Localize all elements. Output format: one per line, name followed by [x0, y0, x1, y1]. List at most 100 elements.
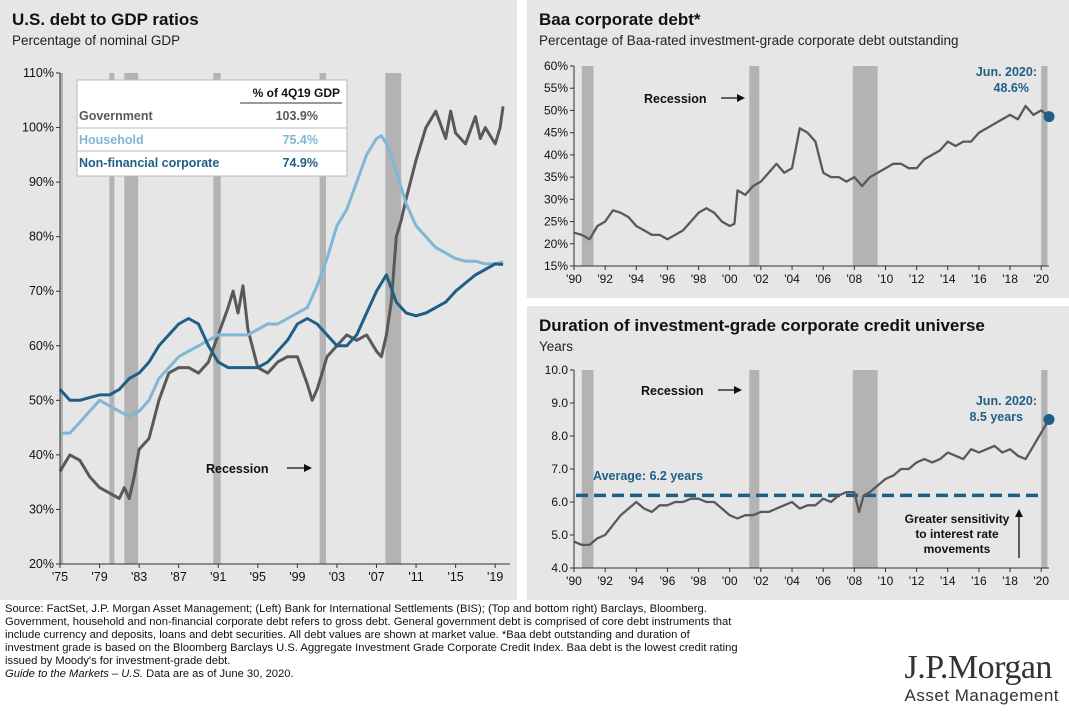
y-tick-label: 20%: [29, 557, 54, 571]
x-tick-label: '18: [1002, 574, 1018, 588]
footnotes: Source: FactSet, J.P. Morgan Asset Manag…: [5, 603, 865, 681]
recession-bar: [124, 73, 139, 564]
x-tick-label: '90: [566, 574, 582, 588]
footnote-line: Guide to the Markets – U.S. Data are as …: [5, 668, 865, 681]
y-tick-label: 45%: [544, 126, 568, 140]
y-tick-label: 4.0: [551, 561, 568, 575]
footnote-line: Source: FactSet, J.P. Morgan Asset Manag…: [5, 603, 707, 615]
x-tick-label: '10: [878, 272, 894, 286]
y-tick-label: 60%: [29, 339, 54, 353]
duration-panel: Duration of investment-grade corporate c…: [527, 306, 1069, 600]
baa-panel: Baa corporate debt* Percentage of Baa-ra…: [527, 0, 1069, 298]
x-tick-label: '98: [691, 574, 707, 588]
y-tick-label: 20%: [544, 237, 568, 251]
series-line-government: [58, 106, 505, 500]
recession-bar: [1041, 370, 1048, 568]
recession-bar: [385, 73, 402, 564]
debt-to-gdp-panel: U.S. debt to GDP ratios Percentage of no…: [0, 0, 517, 600]
duration-chart: 4.0 5.0 6.0 7.0 8.0 9.0 10.0 '90 '92 '94 '96 '98 '00…: [545, 363, 1055, 588]
y-tick-label: 15%: [544, 259, 568, 273]
footnote-line: investment grade is based on the Bloombe…: [5, 642, 738, 654]
x-tick-label: '03: [329, 570, 345, 584]
jpmorgan-logo: J.P.Morgan Asset Management: [905, 650, 1059, 706]
x-tick-label: '90: [566, 272, 582, 286]
x-tick-label: '10: [878, 574, 894, 588]
x-tick-label: '02: [753, 272, 769, 286]
debt-to-gdp-chart: 20% 30% 40% 50% 60% 70% 80% 90% 100% 110% '75 '79 '8…: [22, 66, 510, 584]
y-tick-label: 9.0: [551, 396, 568, 410]
recession-bar: [749, 370, 760, 568]
y-tick-label: 35%: [544, 170, 568, 184]
y-tick-label: 90%: [29, 175, 54, 189]
duration-recession-arrow-icon: [734, 386, 742, 394]
y-tick-label: 30%: [544, 192, 568, 206]
sensitivity-line2: to interest rate: [915, 527, 999, 541]
x-tick-label: '02: [753, 574, 769, 588]
footnote-line: Government, household and non-financial …: [5, 616, 732, 628]
x-tick-label: '16: [971, 272, 987, 286]
left-recession-arrow-icon: [304, 464, 312, 472]
x-tick-label: '94: [628, 574, 644, 588]
y-tick-label: 5.0: [551, 528, 568, 542]
x-tick-label: '94: [628, 272, 644, 286]
x-tick-label: '99: [289, 570, 305, 584]
recession-bar: [319, 73, 327, 564]
x-tick-label: '92: [597, 574, 613, 588]
x-tick-label: '20: [1033, 272, 1049, 286]
x-tick-label: '14: [940, 272, 956, 286]
legend-government-value: 103.9%: [276, 109, 318, 123]
baa-subtitle: Percentage of Baa-rated investment-grade…: [539, 33, 959, 48]
series-line-baa: [573, 104, 1050, 241]
x-tick-label: '11: [408, 570, 423, 584]
recession-bar: [852, 66, 878, 266]
duration-title: Duration of investment-grade corporate c…: [539, 316, 985, 335]
x-tick-label: '12: [909, 574, 925, 588]
recession-bar: [581, 370, 594, 568]
series-line-non-financial-corporate: [58, 262, 504, 402]
baa-annotation-line2: 48.6%: [994, 81, 1029, 95]
baa-title: Baa corporate debt*: [539, 10, 701, 29]
y-tick-label: 10.0: [545, 363, 569, 377]
x-tick-label: '75: [52, 570, 68, 584]
x-tick-label: '00: [722, 272, 738, 286]
legend-household-value: 75.4%: [283, 133, 318, 147]
sensitivity-arrow-icon: [1015, 509, 1023, 517]
recession-bar: [852, 370, 878, 568]
x-tick-label: '83: [131, 570, 147, 584]
recession-bar: [60, 73, 63, 564]
series-line-duration: [573, 418, 1050, 547]
x-tick-label: '20: [1033, 574, 1049, 588]
debt-to-gdp-subtitle: Percentage of nominal GDP: [12, 33, 181, 48]
x-tick-label: '95: [250, 570, 266, 584]
debt-to-gdp-title: U.S. debt to GDP ratios: [12, 10, 199, 29]
duration-annotation-line1: Jun. 2020:: [976, 394, 1037, 408]
latest-value-dot: [1043, 111, 1055, 123]
y-tick-label: 8.0: [551, 429, 568, 443]
y-tick-label: 80%: [29, 230, 54, 244]
y-tick-label: 50%: [544, 103, 568, 117]
logo-subtitle: Asset Management: [904, 686, 1059, 705]
baa-recession-arrow-icon: [737, 94, 745, 102]
sensitivity-line3: movements: [924, 542, 991, 556]
x-tick-label: '92: [597, 272, 613, 286]
y-tick-label: 60%: [544, 59, 568, 73]
y-tick-label: 30%: [29, 502, 54, 516]
duration-recession-label: Recession: [641, 384, 704, 398]
x-tick-label: '04: [784, 272, 800, 286]
x-tick-label: '96: [660, 574, 676, 588]
footnote-line: include currency and deposits, loans and…: [5, 629, 690, 641]
sensitivity-line1: Greater sensitivity: [905, 512, 1010, 526]
x-tick-label: '15: [447, 570, 463, 584]
legend-table-header: % of 4Q19 GDP: [253, 86, 340, 100]
recession-bar: [213, 73, 221, 564]
baa-recession-label: Recession: [644, 92, 707, 106]
x-tick-label: '14: [940, 574, 956, 588]
x-tick-label: '08: [847, 574, 863, 588]
recession-bar: [749, 66, 760, 266]
x-tick-label: '91: [210, 570, 226, 584]
x-tick-label: '00: [722, 574, 738, 588]
left-recession-label: Recession: [206, 462, 269, 476]
x-tick-label: '06: [815, 574, 831, 588]
y-tick-label: 100%: [22, 121, 54, 135]
y-tick-label: 6.0: [551, 495, 568, 509]
